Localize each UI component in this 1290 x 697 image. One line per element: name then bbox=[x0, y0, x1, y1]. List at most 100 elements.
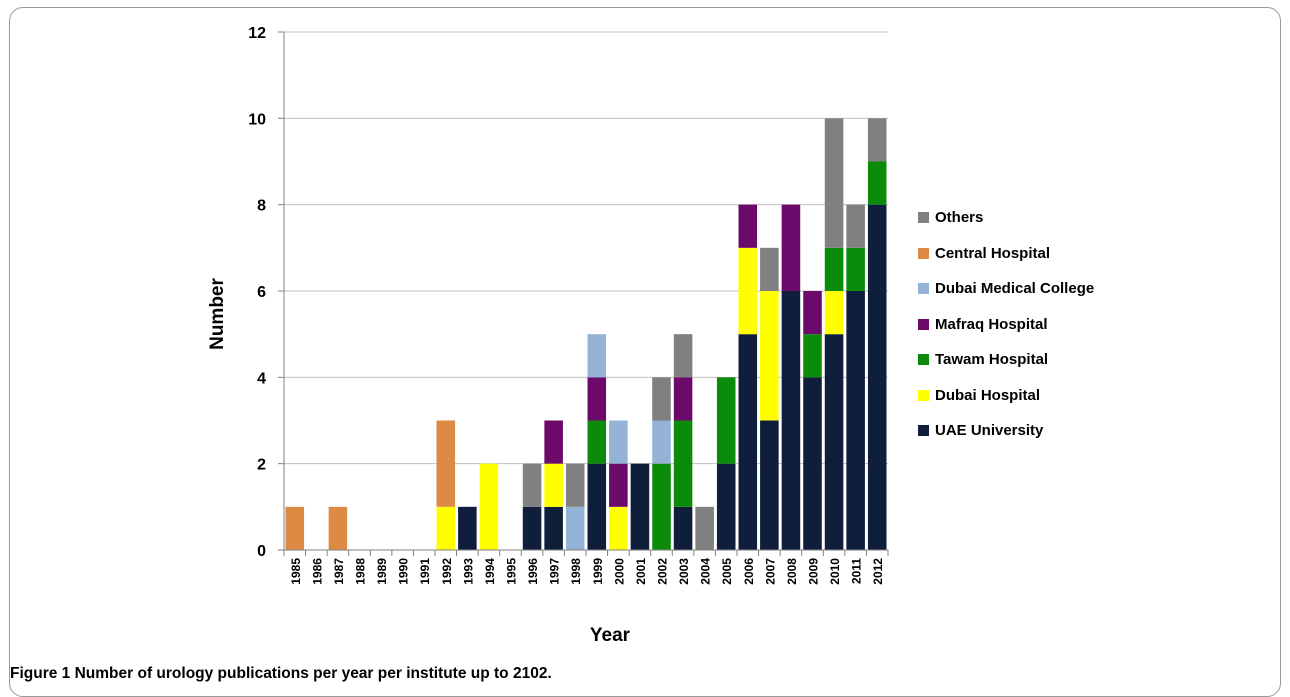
x-tick-label: 1992 bbox=[440, 558, 454, 585]
figure-caption: Figure 1 Number of urology publications … bbox=[10, 665, 552, 683]
bar-segment-1997-mafraq-hospital bbox=[544, 420, 563, 464]
x-tick-label: 1999 bbox=[591, 558, 605, 585]
bar-segment-1992-dubai-hospital bbox=[436, 506, 456, 550]
bar-segment-2008-mafraq-hospital bbox=[781, 204, 801, 291]
bar-segment-2002-tawam-hospital bbox=[652, 463, 671, 550]
bar-segment-2011-uae-university bbox=[846, 291, 865, 550]
x-tick-label: 1986 bbox=[310, 558, 324, 585]
x-tick-labels: 1985 1986 1987 1988 1989 1990 1991 1992 1993 1994… bbox=[289, 558, 885, 585]
bar-segment-2009-mafraq-hospital bbox=[803, 291, 822, 335]
bar-segment-2002-dubai-medical-college bbox=[652, 420, 671, 464]
y-tick-label: 12 bbox=[248, 25, 266, 42]
x-tick-label: 2007 bbox=[763, 558, 777, 585]
x-tick-label: 2002 bbox=[656, 558, 670, 585]
bar-segment-2007-dubai-hospital bbox=[760, 291, 779, 421]
legend-label: Others bbox=[935, 209, 984, 227]
legend: Others Central Hospital Dubai Medical Coll… bbox=[918, 200, 1094, 449]
x-tick-label: 2004 bbox=[699, 558, 713, 585]
figure-label: Figure 1 bbox=[10, 665, 71, 682]
legend-swatch bbox=[918, 212, 929, 224]
bar-segment-2009-tawam-hospital bbox=[803, 334, 822, 378]
bar-segment-2003-uae-university bbox=[673, 506, 693, 550]
bar-segment-1997-uae-university bbox=[544, 506, 563, 550]
x-tick-label: 2009 bbox=[807, 558, 821, 585]
bar-segment-2006-uae-university bbox=[738, 334, 758, 550]
x-tick-label: 2005 bbox=[720, 558, 734, 585]
legend-swatch bbox=[918, 283, 929, 295]
legend-item: Others bbox=[918, 200, 1094, 236]
x-tick-label: 2000 bbox=[612, 558, 626, 585]
axes bbox=[278, 31, 889, 556]
x-tick-label: 1997 bbox=[548, 558, 562, 585]
bar-segment-2012-tawam-hospital bbox=[867, 161, 887, 205]
legend-swatch bbox=[918, 389, 929, 401]
bar-segment-2006-dubai-hospital bbox=[738, 247, 758, 335]
bar-segment-2010-dubai-hospital bbox=[824, 291, 844, 335]
bar-segment-2004-others bbox=[695, 506, 714, 550]
bar-segment-2007-uae-university bbox=[760, 420, 779, 550]
bar-segment-1996-uae-university bbox=[522, 506, 542, 550]
x-tick-label: 1987 bbox=[332, 558, 346, 585]
x-tick-label: 1990 bbox=[397, 558, 411, 585]
x-tick-label: 1998 bbox=[569, 558, 583, 585]
x-tick-label: 2012 bbox=[871, 558, 885, 585]
legend-label: Tawam Hospital bbox=[935, 351, 1049, 369]
x-tick-label: 1995 bbox=[505, 558, 519, 585]
bar-segment-1994-dubai-hospital bbox=[479, 463, 499, 550]
bar-segment-2012-others bbox=[867, 118, 887, 162]
legend-item: Central Hospital bbox=[918, 236, 1094, 272]
bar-segment-1993-uae-university bbox=[458, 506, 477, 550]
bar-segment-2000-mafraq-hospital bbox=[609, 463, 628, 507]
legend-item: Dubai Medical College bbox=[918, 271, 1094, 307]
x-tick-label: 1989 bbox=[375, 558, 389, 585]
bar-segment-1996-others bbox=[522, 463, 542, 507]
bar-segment-1999-dubai-medical-college bbox=[587, 334, 607, 378]
x-tick-label: 1985 bbox=[289, 558, 303, 585]
bar-segment-2011-others bbox=[846, 204, 865, 248]
bar-segment-1998-dubai-medical-college bbox=[565, 506, 585, 550]
bar-segment-2009-uae-university bbox=[803, 377, 822, 550]
x-tick-label: 1993 bbox=[461, 558, 475, 585]
bar-segment-1999-tawam-hospital bbox=[587, 420, 607, 464]
x-tick-label: 2001 bbox=[634, 558, 648, 585]
legend-item: UAE University bbox=[918, 413, 1094, 449]
bar-segment-2010-tawam-hospital bbox=[824, 247, 844, 291]
legend-item: Dubai Hospital bbox=[918, 378, 1094, 414]
y-axis-label: Number bbox=[207, 278, 228, 350]
x-tick-label: 2011 bbox=[850, 558, 864, 584]
x-tick-label: 2008 bbox=[785, 558, 799, 585]
legend-label: UAE University bbox=[935, 422, 1044, 440]
bar-segment-2000-dubai-hospital bbox=[609, 506, 628, 550]
bar-segment-2008-uae-university bbox=[781, 291, 801, 550]
bar-segment-1999-uae-university bbox=[587, 463, 607, 550]
y-tick-label: 2 bbox=[257, 457, 266, 474]
legend-label: Dubai Hospital bbox=[935, 386, 1041, 404]
bar-segment-2010-uae-university bbox=[824, 334, 844, 550]
x-tick-label: 1988 bbox=[354, 558, 368, 585]
bar-segment-1997-dubai-hospital bbox=[544, 463, 563, 507]
bar-segment-2010-others bbox=[824, 118, 844, 248]
bar-segment-2011-tawam-hospital bbox=[846, 247, 865, 291]
legend-swatch bbox=[918, 318, 929, 330]
bar-segment-2005-uae-university bbox=[716, 463, 736, 550]
bar-segment-1987-central-hospital bbox=[328, 506, 348, 550]
legend-label: Mafraq Hospital bbox=[935, 315, 1048, 333]
x-tick-label: 1996 bbox=[526, 558, 540, 585]
bar-segment-2005-tawam-hospital bbox=[716, 377, 736, 464]
legend-label: Central Hospital bbox=[935, 244, 1051, 262]
y-tick-label: 4 bbox=[257, 370, 266, 387]
bar-segment-1999-mafraq-hospital bbox=[587, 377, 607, 421]
bar-segment-2003-mafraq-hospital bbox=[673, 377, 693, 421]
legend-label: Dubai Medical College bbox=[935, 280, 1095, 298]
bar-segment-2006-mafraq-hospital bbox=[738, 204, 758, 248]
bar-segment-2001-uae-university bbox=[630, 463, 650, 550]
bar-segment-2007-others bbox=[760, 247, 779, 291]
y-tick-label: 10 bbox=[248, 111, 266, 128]
bars bbox=[285, 118, 887, 550]
y-tick-label: 6 bbox=[257, 284, 266, 301]
x-tick-label: 2010 bbox=[828, 558, 842, 585]
legend-item: Mafraq Hospital bbox=[918, 307, 1094, 343]
legend-swatch bbox=[918, 354, 929, 366]
bar-segment-1985-central-hospital bbox=[285, 506, 305, 550]
